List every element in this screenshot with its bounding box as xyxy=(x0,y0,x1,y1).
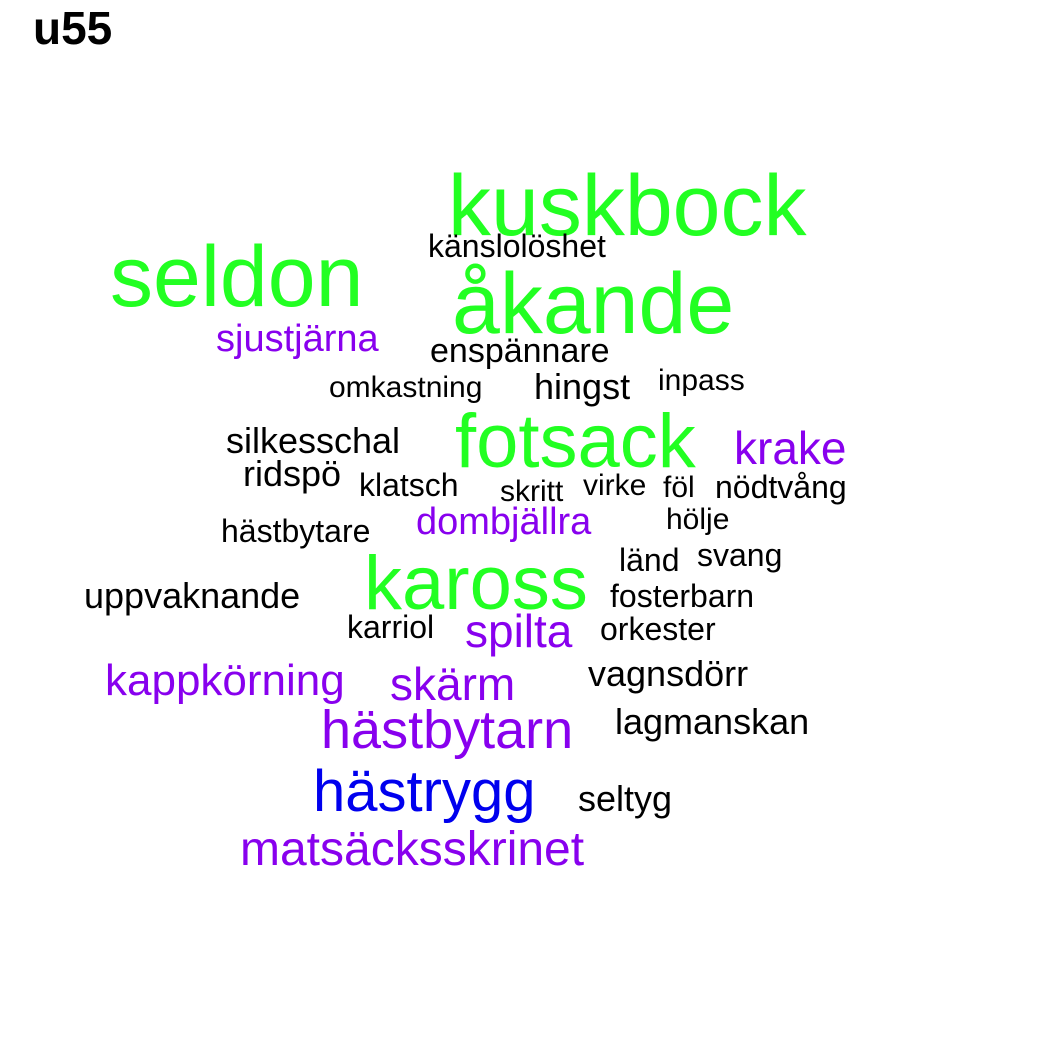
word-kappkorning: kappkörning xyxy=(105,656,345,705)
word-uppvaknande: uppvaknande xyxy=(84,575,301,616)
word-kuskbock: kuskbock xyxy=(448,158,807,254)
word-silkesschal: silkesschal xyxy=(226,420,401,461)
word-krake: krake xyxy=(734,422,847,474)
word-fosterbarn: fosterbarn xyxy=(610,578,755,614)
word-klatsch: klatsch xyxy=(359,467,459,503)
word-virke: virke xyxy=(583,469,647,502)
word-akande: åkande xyxy=(452,256,735,352)
word-kaross: kaross xyxy=(364,541,588,626)
word-kanslolöshet: känslolöshet xyxy=(428,228,606,264)
word-nodtvang: nödtvång xyxy=(715,469,847,505)
chart-title: u55 xyxy=(33,2,113,54)
word-skritt: skritt xyxy=(500,475,564,508)
word-land: länd xyxy=(619,542,680,578)
word-enspannare: enspännare xyxy=(430,332,610,370)
word-orkester: orkester xyxy=(600,611,716,647)
word-matsacksskrinet: matsäcksskrinet xyxy=(240,823,585,876)
word-hastrygg: hästrygg xyxy=(313,759,536,824)
word-seltyg: seltyg xyxy=(578,778,673,819)
word-lagmanskan: lagmanskan xyxy=(615,701,810,742)
word-hastbytarn: hästbytarn xyxy=(321,700,574,760)
word-spilta: spilta xyxy=(465,605,573,657)
word-hingst: hingst xyxy=(534,366,631,407)
word-holje: hölje xyxy=(666,503,730,536)
word-hastbytare: hästbytare xyxy=(221,513,371,549)
word-seldon: seldon xyxy=(110,229,364,325)
word-vagnsdorr: vagnsdörr xyxy=(588,653,749,694)
word-inpass: inpass xyxy=(658,364,745,397)
word-sjustjarna: sjustjärna xyxy=(216,318,379,360)
word-dombjallra: dombjällra xyxy=(416,501,592,543)
word-ridspo: ridspö xyxy=(243,453,342,494)
word-omkastning: omkastning xyxy=(329,371,483,404)
word-fotsack: fotsack xyxy=(455,399,696,484)
word-karriol: karriol xyxy=(347,609,435,645)
word-svang: svang xyxy=(697,537,783,573)
word-skarm: skärm xyxy=(390,658,516,710)
word-fol: föl xyxy=(663,471,695,504)
